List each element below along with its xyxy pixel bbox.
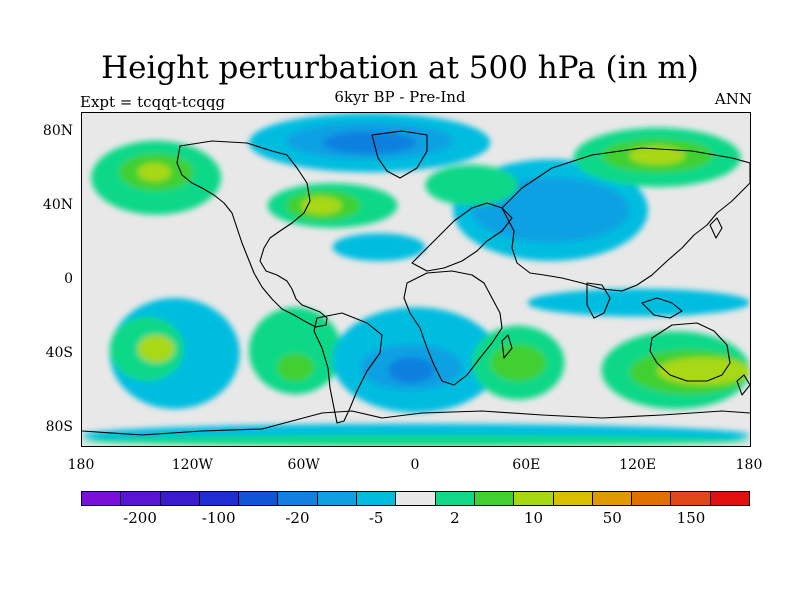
colorbar-box: [592, 492, 633, 505]
lat-tick-label: 80N: [42, 122, 73, 139]
lat-tick-label: 80S: [45, 418, 73, 435]
colorbar-tick-label: -100: [201, 509, 236, 527]
colorbar-box: [474, 492, 515, 505]
colorbar-box: [160, 492, 200, 505]
colorbar-box: [514, 492, 554, 505]
field-south-america-high: [249, 307, 342, 395]
colorbar-box: [278, 492, 318, 505]
plot-title: Height perturbation at 500 hPa (in m): [101, 50, 699, 86]
colorbar-box: [317, 492, 358, 505]
coastline-greenland: [371, 130, 428, 179]
colorbar-box: [553, 492, 593, 505]
field-contours: [82, 113, 750, 446]
field-pacific-south-peak: [137, 335, 175, 363]
field-tropic-low: [332, 233, 426, 261]
coastline-india: [586, 282, 611, 319]
colorbar-tick-label: 10: [524, 509, 544, 527]
coastline-south-america: [313, 312, 383, 424]
coastlines: [82, 130, 750, 436]
coastline-japan: [709, 217, 723, 239]
colorbar-tick-label: -20: [285, 509, 310, 527]
field-australia-high-peak: [657, 357, 750, 385]
plot-subtitle: 6kyr BP - Pre-Ind: [334, 88, 466, 106]
field-atlantic-north-peak: [300, 196, 342, 215]
field-indian-band: [527, 288, 750, 317]
coastline-asia: [501, 147, 750, 292]
lat-tick-label: 0: [64, 270, 73, 287]
colorbar-box: [239, 492, 279, 505]
field-pacific-north-peak: [137, 162, 172, 182]
coastline-north-america: [176, 140, 328, 328]
colorbar: [81, 491, 750, 506]
coastline-antarctica: [82, 410, 750, 436]
field-europe-high: [425, 164, 519, 206]
colorbar-box: [632, 492, 672, 505]
coastline-australia: [649, 322, 731, 382]
season-label: ANN: [714, 90, 752, 108]
field-arctic-eurasia-deep: [323, 131, 416, 154]
colorbar-tick-label: 150: [676, 509, 706, 527]
colorbar-box: [199, 492, 240, 505]
lat-tick-label: 40N: [42, 196, 73, 213]
lon-tick-label: 60W: [287, 457, 320, 473]
field-indian-south-core: [490, 344, 546, 382]
lat-tick-label: 40S: [45, 344, 73, 361]
colorbar-box: [435, 492, 475, 505]
coastline-europe: [411, 202, 513, 272]
colorbar-tick-label: -200: [123, 509, 157, 527]
colorbar-box: [357, 492, 397, 505]
colorbar-box: [82, 492, 122, 505]
experiment-label: Expt = tcqqt-tcqqg: [80, 93, 226, 111]
colorbar-box: [396, 492, 436, 505]
map-frame: [81, 112, 751, 447]
lon-tick-label: 60E: [512, 457, 541, 473]
field-atlantic-south-deep: [388, 357, 435, 384]
coastline-new-zealand: [736, 374, 750, 396]
map-canvas: [82, 113, 750, 446]
coastline-indonesia: [641, 297, 683, 319]
field-south-america-core: [276, 353, 314, 382]
colorbar-box: [710, 492, 750, 505]
colorbar-tick-label: 2: [450, 509, 460, 527]
field-siberia-high-peak: [629, 146, 686, 165]
lon-tick-label: 0: [410, 457, 420, 473]
colorbar-box: [121, 492, 161, 505]
colorbar-box: [671, 492, 711, 505]
lon-tick-label: 120E: [619, 457, 657, 473]
lon-tick-label: 180: [67, 457, 95, 473]
colorbar-tick-label: -5: [368, 509, 384, 527]
field-antarctic-band: [82, 434, 750, 446]
coastline-madagascar: [501, 334, 513, 359]
lon-tick-label: 120W: [171, 457, 213, 473]
colorbar-tick-label: 50: [602, 509, 622, 527]
coastline-africa: [403, 270, 503, 386]
lon-tick-label: 180: [735, 457, 763, 473]
